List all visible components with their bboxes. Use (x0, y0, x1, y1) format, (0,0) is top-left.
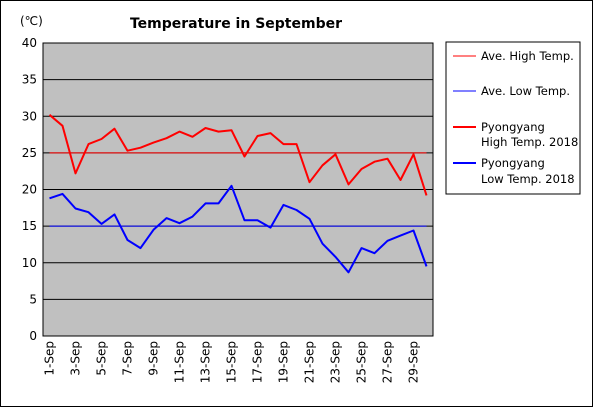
legend-label: Pyongyang (481, 156, 545, 170)
y-axis-ticks: 0 5 10 15 20 25 30 35 40 (22, 36, 37, 343)
x-tick-label: 5-Sep (95, 341, 109, 376)
y-unit-label: (℃) (20, 14, 43, 28)
series-lines (48, 114, 428, 274)
x-tick-label: 29-Sep (407, 341, 421, 383)
y-tick-label: 30 (22, 109, 37, 123)
chart-title: Temperature in September (130, 16, 342, 32)
x-tick-label: 11-Sep (173, 341, 187, 383)
legend (445, 41, 581, 195)
series-line-2 (48, 114, 428, 196)
series-line-3 (49, 184, 428, 274)
x-axis-ticks: 1-Sep 3-Sep 5-Sep 7-Sep 9-Sep 11-Sep 13-Sep 15-… (43, 341, 421, 383)
legend-label: High Temp. 2018 (481, 135, 578, 149)
x-tick-label: 1-Sep (43, 341, 57, 376)
y-tick-label: 20 (22, 183, 37, 197)
legend-label: Low Temp. 2018 (481, 172, 575, 186)
y-tick-label: 25 (22, 146, 37, 160)
x-tick-label: 21-Sep (303, 341, 317, 383)
x-tick-label: 19-Sep (277, 341, 291, 383)
legend-label: Pyongyang (481, 120, 545, 134)
legend-items: Ave. High Temp.Ave. Low Temp.PyongyangHi… (453, 49, 578, 186)
y-tick-label: 35 (22, 73, 37, 87)
y-tick-label: 40 (22, 36, 37, 50)
x-tick-label: 25-Sep (355, 341, 369, 383)
x-tick-label: 15-Sep (225, 341, 239, 383)
y-tick-label: 10 (22, 256, 37, 270)
x-tick-label: 9-Sep (147, 341, 161, 376)
y-tick-label: 0 (29, 329, 37, 343)
x-tick-label: 3-Sep (69, 341, 83, 376)
x-tick-label: 13-Sep (199, 341, 213, 383)
x-tick-label: 23-Sep (329, 341, 343, 383)
y-tick-label: 15 (22, 219, 37, 233)
legend-label: Ave. Low Temp. (481, 84, 570, 98)
legend-label: Ave. High Temp. (481, 49, 574, 63)
y-tick-label: 5 (29, 292, 37, 306)
x-tick-label: 17-Sep (251, 341, 265, 383)
x-tick-label: 27-Sep (381, 341, 395, 383)
x-tick-label: 7-Sep (121, 341, 135, 376)
